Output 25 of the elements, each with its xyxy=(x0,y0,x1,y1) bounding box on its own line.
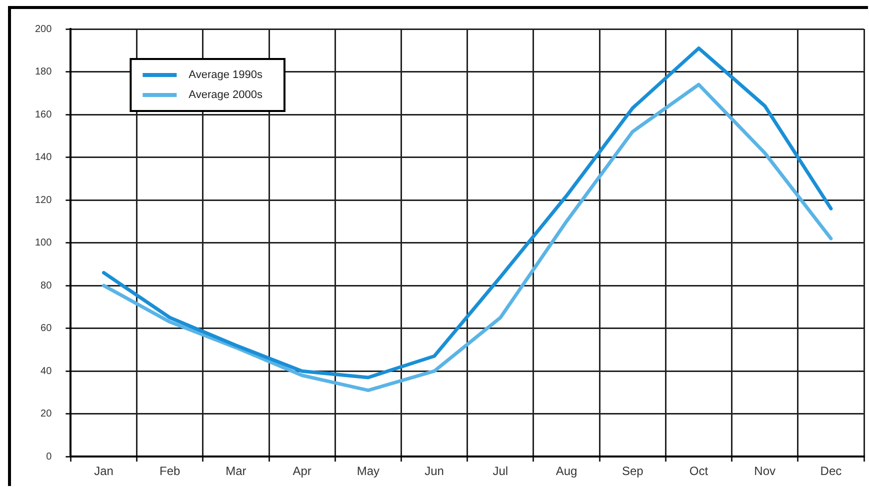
y-tick-label: 160 xyxy=(34,109,52,120)
legend-label: Average 2000s xyxy=(188,89,263,102)
x-tick-label: Mar xyxy=(226,464,246,478)
x-tick-label: May xyxy=(356,464,380,478)
x-tick-label: Jul xyxy=(492,464,508,478)
y-tick-label: 140 xyxy=(34,152,52,164)
y-tick-label: 0 xyxy=(46,451,52,462)
x-tick-label: Jun xyxy=(424,464,444,478)
legend-label: Average 1990s xyxy=(188,69,263,82)
x-tick-label: Nov xyxy=(754,464,776,478)
x-tick-label: Jan xyxy=(94,464,114,478)
y-tick-label: 180 xyxy=(34,66,52,78)
y-tick-label: 80 xyxy=(40,280,52,292)
x-tick-label: Dec xyxy=(820,464,842,478)
y-tick-label: 200 xyxy=(34,24,52,35)
y-tick-label: 20 xyxy=(40,408,52,420)
y-tick-label: 120 xyxy=(34,194,52,206)
x-tick-label: Feb xyxy=(160,464,181,478)
y-tick-label: 40 xyxy=(40,366,52,377)
x-tick-label: Sep xyxy=(622,464,644,478)
x-tick-label: Oct xyxy=(689,464,709,478)
x-tick-label: Aug xyxy=(556,464,578,478)
y-tick-label: 60 xyxy=(40,323,52,334)
y-tick-label: 100 xyxy=(34,238,52,249)
x-tick-label: Apr xyxy=(292,464,312,478)
